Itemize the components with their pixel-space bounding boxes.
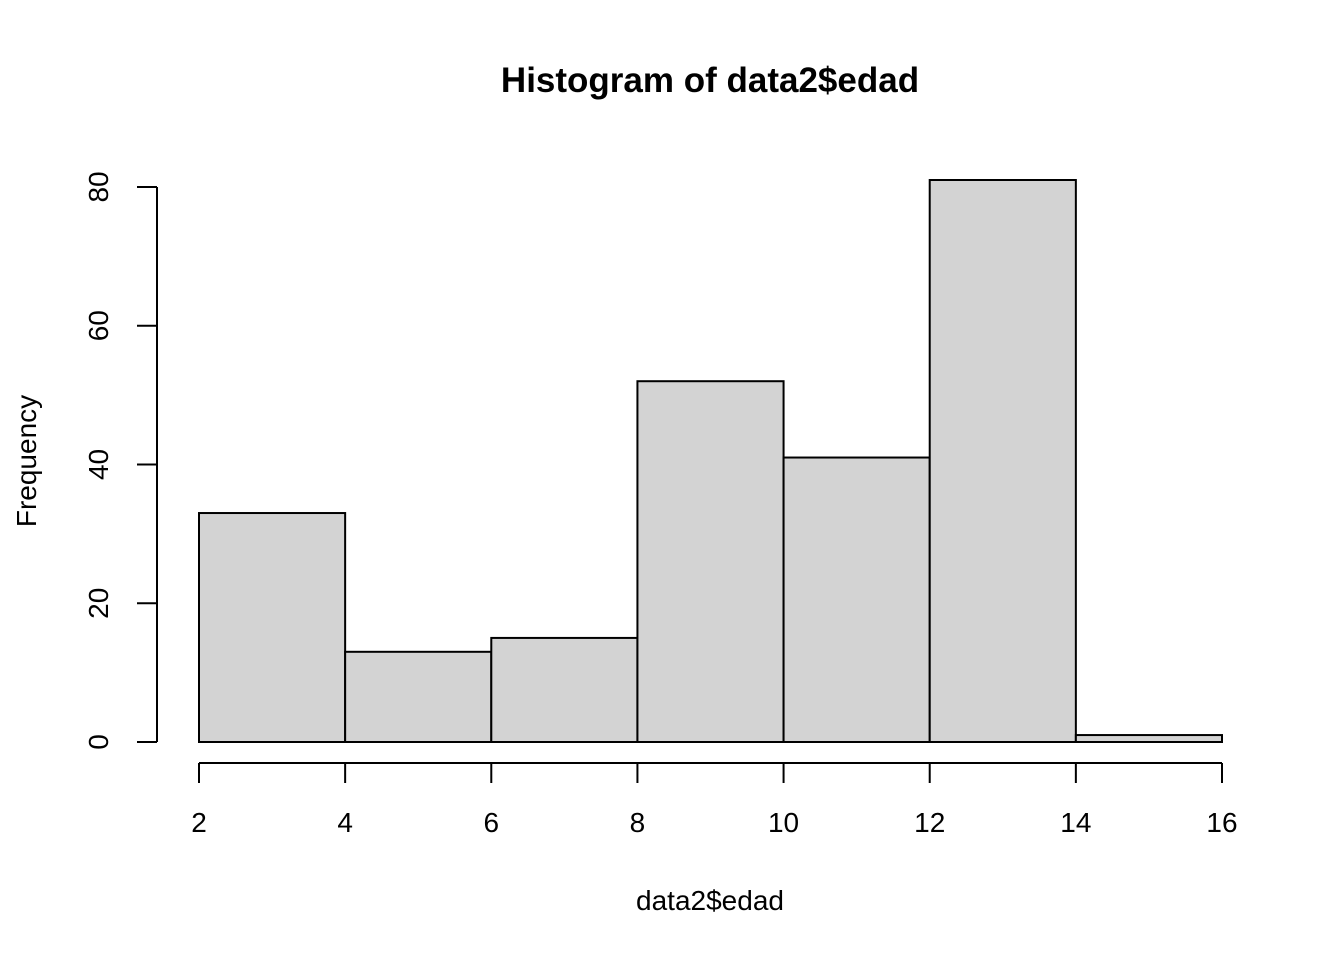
y-tick-label: 80 bbox=[83, 171, 114, 202]
chart-title: Histogram of data2$edad bbox=[501, 61, 919, 100]
y-tick-label: 0 bbox=[83, 734, 114, 750]
y-tick-label: 20 bbox=[83, 588, 114, 619]
histogram-bar-3 bbox=[636, 380, 785, 743]
x-tick-label: 6 bbox=[483, 807, 499, 838]
histogram-bar-4 bbox=[782, 456, 931, 743]
y-axis-label: Frequency bbox=[11, 395, 42, 527]
x-tick-label: 8 bbox=[630, 807, 646, 838]
y-tick-label: 40 bbox=[83, 449, 114, 480]
x-axis-label: data2$edad bbox=[636, 885, 784, 916]
x-tick-label: 14 bbox=[1060, 807, 1091, 838]
x-tick-label: 4 bbox=[337, 807, 353, 838]
histogram-bar-0 bbox=[198, 512, 347, 744]
x-tick-label: 2 bbox=[191, 807, 207, 838]
x-tick-label: 16 bbox=[1206, 807, 1237, 838]
histogram-bar-2 bbox=[490, 636, 639, 743]
histogram-bar-1 bbox=[344, 650, 493, 744]
x-axis: 2 4 6 8 10 12 14 16 bbox=[191, 762, 1238, 838]
x-tick-label: 12 bbox=[914, 807, 945, 838]
x-tick-label: 10 bbox=[768, 807, 799, 838]
y-tick-label: 60 bbox=[83, 310, 114, 341]
histogram-bar-5 bbox=[928, 179, 1077, 743]
histogram-bar-6 bbox=[1074, 734, 1224, 743]
bars-layer bbox=[198, 179, 1224, 744]
y-axis: 0 20 40 60 80 bbox=[83, 171, 158, 750]
